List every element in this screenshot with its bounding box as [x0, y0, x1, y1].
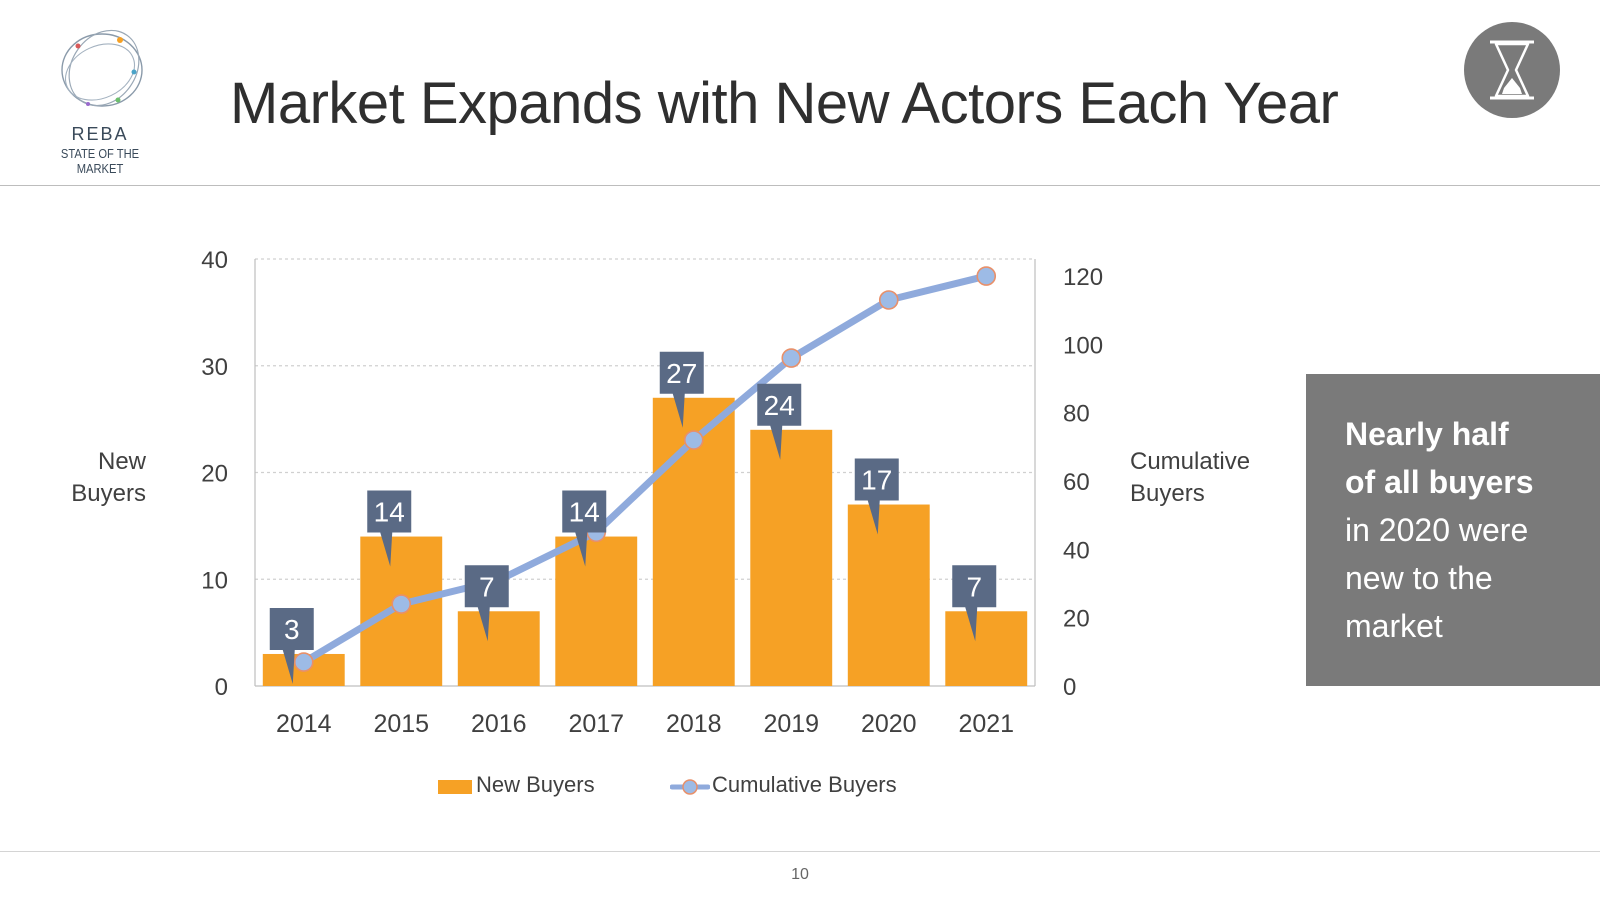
series-line-cumulative: [300, 272, 990, 666]
data-label-box: [562, 490, 607, 567]
callout-line-3: in 2020 were: [1345, 512, 1529, 548]
legend-swatch-line: [670, 779, 710, 795]
data-label-box: [464, 565, 509, 642]
callout-bold-line-1: Nearly half: [1345, 416, 1509, 452]
x-tick-label: 2014: [276, 710, 332, 738]
line-point: [976, 266, 997, 286]
y-tick-label-right: 100: [1063, 332, 1103, 359]
data-label: 7: [479, 571, 495, 602]
buyers-combo-chart: 0 10 20 30 40 0 20 40 60 80 100 120 2014 2015 2016 2017…: [201, 247, 1103, 738]
x-tick-label: 2016: [471, 710, 527, 738]
y-tick-label-right: 60: [1063, 469, 1090, 496]
data-label-box: [757, 383, 802, 460]
data-label-box: [269, 607, 314, 684]
page-title: Market Expands with New Actors Each Year: [230, 71, 1339, 136]
legend-label-cumulative-buyers: Cumulative Buyers: [712, 772, 897, 797]
x-tick-label: 2019: [763, 710, 819, 738]
reba-logo: REBA STATE OF THE MARKET: [30, 26, 180, 176]
bar: [847, 504, 930, 686]
y-tick-label-left: 40: [201, 247, 228, 274]
data-label: 17: [861, 465, 892, 496]
data-label-box: [952, 565, 997, 642]
y-tick-label-right: 80: [1063, 401, 1090, 428]
bar: [555, 536, 638, 686]
x-tick-label: 2021: [958, 710, 1014, 738]
data-label-box: [659, 351, 704, 428]
y-tick-label-left: 20: [201, 461, 228, 488]
x-tick-label: 2018: [666, 710, 722, 738]
y-tick-label-left: 0: [215, 674, 228, 701]
y-axis-title-right: Cumulative Buyers: [1130, 448, 1251, 507]
y-tick-label-right: 120: [1063, 264, 1103, 291]
bar: [457, 611, 540, 686]
hourglass-badge: [1464, 22, 1560, 118]
line-point: [293, 652, 314, 672]
legend-label-new-buyers: New Buyers: [476, 772, 595, 797]
line-point: [878, 290, 899, 310]
x-tick-label: 2020: [861, 710, 917, 738]
x-tick-label: 2015: [373, 710, 429, 738]
footer-divider: [0, 851, 1600, 852]
data-label-box: [367, 490, 412, 567]
y-tick-label-left: 30: [201, 354, 228, 381]
line-point: [391, 594, 412, 614]
y-tick-label-right: 20: [1063, 606, 1090, 633]
data-label: 14: [569, 497, 600, 528]
data-label: 14: [374, 497, 405, 528]
data-label: 7: [966, 571, 982, 602]
line-point: [683, 430, 704, 450]
x-tick-label: 2017: [568, 710, 624, 738]
data-label-box: [854, 458, 899, 535]
orbit-logo-icon: [61, 29, 143, 107]
callout-line-5: market: [1345, 608, 1443, 644]
data-label: 3: [284, 614, 300, 645]
header-divider: [0, 185, 1600, 186]
insight-callout: Nearly half of all buyers in 2020 were n…: [1306, 374, 1600, 686]
y-tick-label-right: 40: [1063, 537, 1090, 564]
hourglass-icon: [1490, 40, 1534, 100]
bar: [945, 611, 1028, 686]
data-label: 24: [764, 390, 795, 421]
bar: [750, 429, 833, 686]
legend-swatch-bar: [438, 780, 472, 794]
y-axis-title-left: New Buyers: [71, 448, 146, 507]
y-tick-label-left: 10: [201, 567, 228, 594]
y-tick-label-right: 0: [1063, 674, 1076, 701]
callout-line-4: new to the: [1345, 560, 1493, 596]
brand-subtitle: STATE OF THE MARKET: [60, 146, 140, 176]
brand-name: REBA: [71, 124, 129, 144]
page-number: 10: [791, 866, 809, 883]
data-label: 27: [666, 358, 697, 389]
callout-bold-line-2: of all buyers: [1345, 464, 1534, 500]
line-point: [781, 348, 802, 368]
